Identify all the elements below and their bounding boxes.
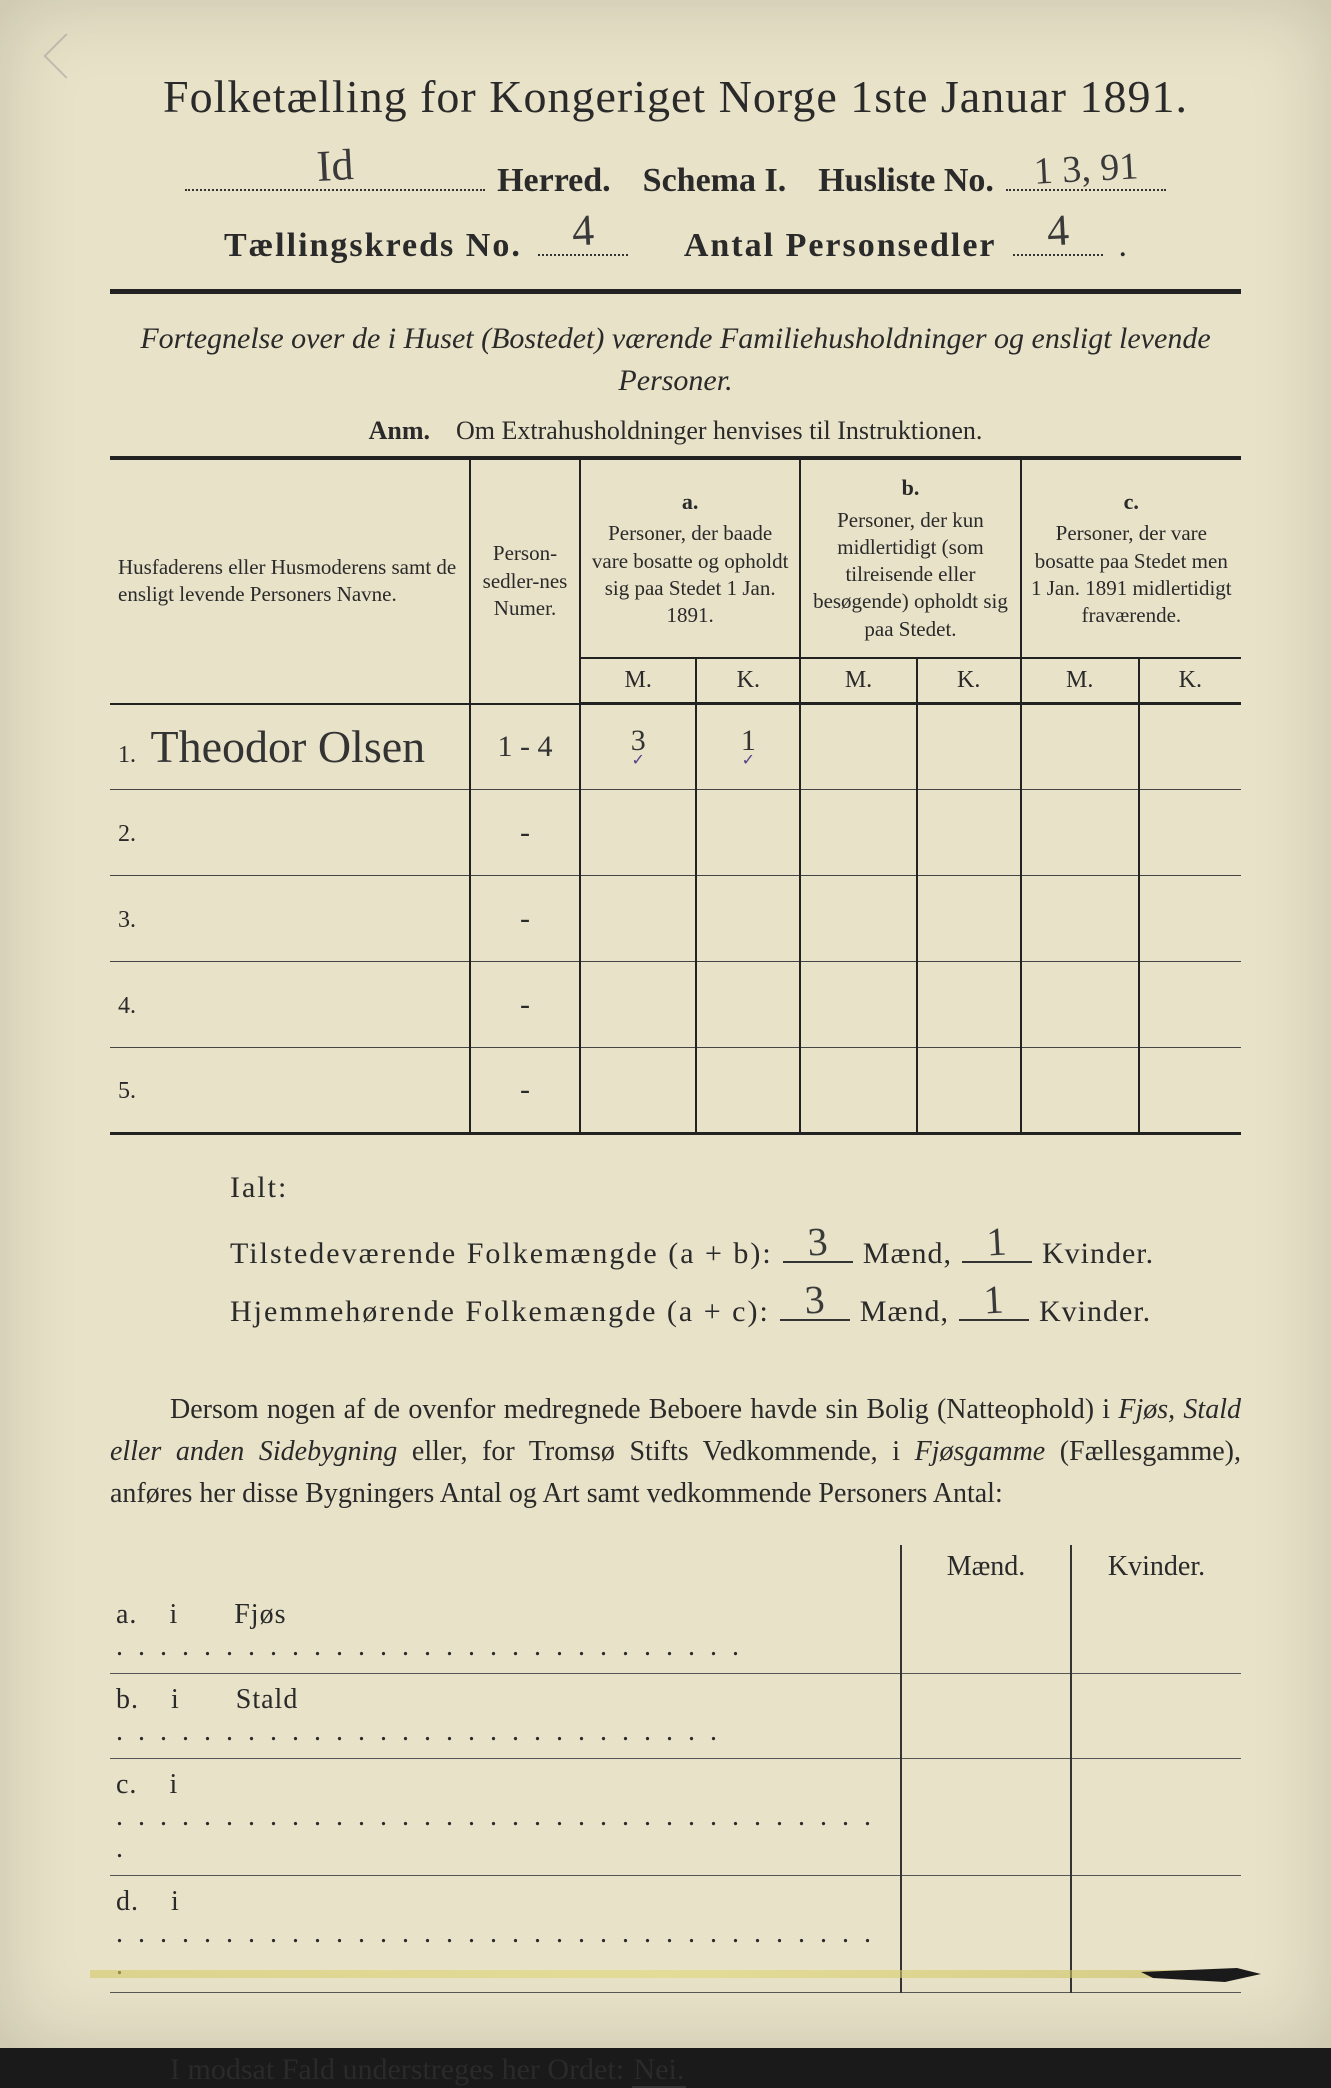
- divider-rule: [110, 289, 1241, 294]
- ialt-title: Ialt:: [230, 1171, 1241, 1205]
- kreds-field: 4: [538, 218, 628, 256]
- bldg-row: a. i Fjøs . . . . . . . . . . . . . . . …: [110, 1589, 1241, 1674]
- herred-value: Id: [315, 139, 354, 192]
- form-subtitle: Fortegnelse over de i Huset (Bostedet) v…: [110, 318, 1241, 402]
- table-row: 2. -: [110, 790, 1241, 876]
- present-m-field: 3: [783, 1229, 853, 1263]
- bldg-row: b. i Stald . . . . . . . . . . . . . . .…: [110, 1674, 1241, 1759]
- table-row: 5. -: [110, 1048, 1241, 1134]
- census-form-page: Folketælling for Kongeriget Norge 1ste J…: [0, 0, 1331, 2048]
- header-row-2: Tællingskreds No. 4 Antal Personsedler 4…: [110, 218, 1241, 265]
- totals-section: Ialt: Tilstedeværende Folkemængde (a + b…: [110, 1171, 1241, 1329]
- col-a-k: K.: [696, 658, 800, 704]
- col-b-header: b. Personer, der kun midlertidigt (som t…: [800, 458, 1020, 658]
- present-k-field: 1: [962, 1229, 1032, 1263]
- col-c-k: K.: [1139, 658, 1241, 704]
- bldg-row: c. i . . . . . . . . . . . . . . . . . .…: [110, 1759, 1241, 1876]
- page-title: Folketælling for Kongeriget Norge 1ste J…: [110, 70, 1241, 123]
- row-name: Theodor Olsen: [151, 721, 426, 772]
- page-tear-artifact: [90, 1964, 1241, 1988]
- sum-line-resident: Hjemmehørende Folkemængde (a + c): 3 Mæn…: [230, 1287, 1241, 1329]
- outbuilding-paragraph: Dersom nogen af de ovenfor medregnede Be…: [110, 1389, 1241, 1515]
- building-table: Mænd. Kvinder. a. i Fjøs . . . . . . . .…: [110, 1545, 1241, 1993]
- table-row: 1. Theodor Olsen 1 - 4 3 ✓ 1 ✓: [110, 704, 1241, 790]
- nei-word: Nei.: [632, 2053, 687, 2088]
- bldg-hdr-k: Kvinder.: [1071, 1545, 1241, 1589]
- row-c-m: [1021, 704, 1139, 790]
- kreds-value: 4: [571, 204, 596, 256]
- col-a-m: M.: [580, 658, 696, 704]
- row-a-m: 3 ✓: [580, 704, 696, 790]
- table-body: 1. Theodor Olsen 1 - 4 3 ✓ 1 ✓ 2.: [110, 704, 1241, 1134]
- antal-field: 4: [1013, 218, 1103, 256]
- col-c-header: c. Personer, der vare bosatte paa Stedet…: [1021, 458, 1241, 658]
- sum-line-present: Tilstedeværende Folkemængde (a + b): 3 M…: [230, 1229, 1241, 1271]
- table-row: 3. -: [110, 876, 1241, 962]
- table-row: 4. -: [110, 962, 1241, 1048]
- col-c-m: M.: [1021, 658, 1139, 704]
- row-numer: 1 - 4: [470, 704, 580, 790]
- checkmark-icon: ✓: [589, 750, 687, 770]
- husliste-label: Husliste No.: [818, 162, 994, 200]
- husliste-value: 1 3, 91: [1033, 144, 1140, 193]
- col-b-k: K.: [917, 658, 1021, 704]
- col-a-header: a. Personer, der baade vare bosatte og o…: [580, 458, 800, 658]
- col-numer-header: Person-sedler-nes Numer.: [470, 458, 580, 704]
- kreds-label: Tællingskreds No.: [224, 227, 522, 265]
- row-c-k: [1139, 704, 1241, 790]
- anm-note: Anm. Om Extrahusholdninger henvises til …: [110, 416, 1241, 446]
- schema-label: Schema I.: [643, 162, 787, 200]
- row-b-k: [917, 704, 1021, 790]
- resident-m-field: 3: [780, 1287, 850, 1321]
- col-name-header: Husfaderens eller Husmoderens samt de en…: [110, 458, 470, 704]
- antal-value: 4: [1045, 204, 1070, 256]
- herred-label: Herred.: [497, 162, 611, 200]
- row-b-m: [800, 704, 916, 790]
- herred-field: Id: [185, 153, 485, 191]
- bldg-hdr-m: Mænd.: [901, 1545, 1071, 1589]
- husliste-field: 1 3, 91: [1006, 153, 1166, 191]
- antal-label: Antal Personsedler: [684, 227, 997, 265]
- header-row-1: Id Herred. Schema I. Husliste No. 1 3, 9…: [110, 153, 1241, 200]
- anm-label: Anm.: [369, 416, 430, 445]
- checkmark-icon: ✓: [705, 750, 791, 770]
- col-b-m: M.: [800, 658, 916, 704]
- anm-text: Om Extrahusholdninger henvises til Instr…: [456, 416, 982, 445]
- nei-line: I modsat Fald understreges her Ordet: Ne…: [110, 2053, 1241, 2087]
- resident-k-field: 1: [959, 1287, 1029, 1321]
- household-table: Husfaderens eller Husmoderens samt de en…: [110, 456, 1241, 1135]
- row-a-k: 1 ✓: [696, 704, 800, 790]
